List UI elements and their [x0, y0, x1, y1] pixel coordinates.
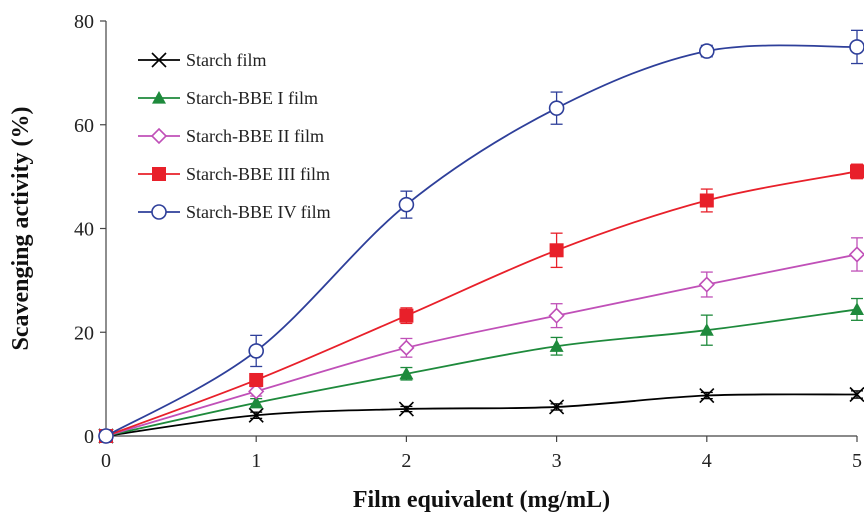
data-point [699, 193, 714, 208]
legend: Starch film Starch-BBE I film Starch-BBE I… [138, 50, 331, 222]
data-point [850, 164, 864, 179]
legend-marker [152, 167, 166, 181]
series-2 [99, 297, 864, 442]
series-line [105, 170, 858, 437]
x-axis-title: Film equivalent (mg/mL) [353, 487, 610, 513]
legend-entry-4: Starch-BBE III film [138, 164, 330, 184]
legend-entry-1: Starch film [138, 50, 266, 70]
data-point [399, 308, 414, 323]
data-point [698, 276, 715, 293]
data-point [399, 366, 414, 380]
x-tick-label: 5 [852, 450, 862, 472]
legend-label: Starch-BBE II film [186, 126, 324, 146]
x-tick-label: 3 [552, 450, 562, 472]
data-point [248, 343, 265, 359]
x-tick-label: 4 [702, 450, 712, 472]
legend-label: Starch film [186, 50, 266, 70]
x-tick-label: 2 [401, 450, 411, 472]
legend-label: Starch-BBE I film [186, 88, 318, 108]
data-point [249, 372, 264, 387]
x-tick-label: 1 [251, 450, 261, 472]
legend-marker [152, 91, 166, 104]
legend-entry-5: Starch-BBE IV film [138, 202, 331, 222]
data-point [398, 401, 414, 417]
data-point [849, 386, 864, 403]
y-tick-label: 60 [74, 115, 94, 137]
series-5 [98, 29, 864, 444]
data-point [549, 399, 565, 415]
legend-marker [150, 127, 168, 145]
legend-marker [151, 52, 167, 68]
data-point [699, 387, 715, 404]
legend-marker [151, 204, 167, 220]
y-tick-label: 20 [74, 322, 94, 344]
data-point [248, 383, 265, 400]
y-tick-label: 80 [74, 11, 94, 33]
data-point [249, 395, 264, 409]
legend-entry-2: Starch-BBE I film [138, 88, 318, 108]
series-line [105, 308, 858, 437]
legend-label: Starch-BBE IV film [186, 202, 331, 222]
y-axis-title: Scavenging activity (%) [8, 107, 34, 351]
data-point [549, 339, 564, 352]
series-line [105, 253, 858, 437]
x-tick-label: 0 [101, 450, 111, 472]
data-point [698, 43, 715, 59]
data-point [699, 323, 714, 336]
series-layer [97, 29, 864, 445]
data-point [98, 428, 114, 444]
data-point [548, 307, 565, 324]
series-line [105, 393, 858, 437]
data-point [549, 243, 564, 258]
y-tick-label: 0 [84, 426, 94, 448]
series-3 [97, 237, 864, 445]
data-point [548, 100, 565, 116]
data-point [248, 407, 264, 423]
legend-entry-3: Starch-BBE II film [138, 126, 324, 146]
data-point [850, 302, 864, 316]
data-point [398, 339, 415, 356]
data-point [398, 196, 415, 213]
legend-label: Starch-BBE III film [186, 164, 330, 184]
data-point [848, 246, 864, 263]
axes: 0 20 40 60 80 0 1 2 3 4 5 [74, 11, 862, 472]
y-tick-label: 40 [74, 219, 94, 241]
data-point [849, 39, 864, 55]
series-line [105, 44, 858, 437]
